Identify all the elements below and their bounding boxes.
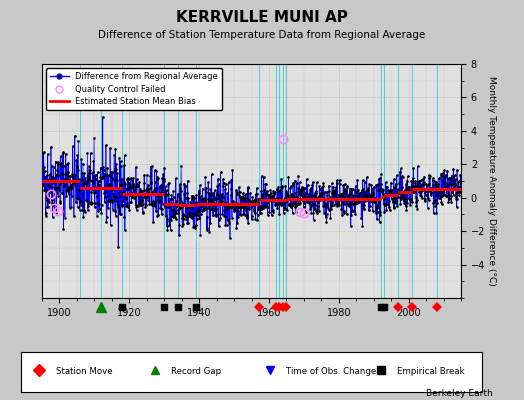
Y-axis label: Monthly Temperature Anomaly Difference (°C): Monthly Temperature Anomaly Difference (… [487, 76, 496, 286]
Text: KERRVILLE MUNI AP: KERRVILLE MUNI AP [176, 10, 348, 25]
Text: Record Gap: Record Gap [171, 367, 221, 376]
Text: Difference of Station Temperature Data from Regional Average: Difference of Station Temperature Data f… [99, 30, 425, 40]
Legend: Difference from Regional Average, Quality Control Failed, Estimated Station Mean: Difference from Regional Average, Qualit… [46, 68, 222, 110]
Text: Berkeley Earth: Berkeley Earth [426, 389, 493, 398]
Text: Empirical Break: Empirical Break [397, 367, 464, 376]
Text: Station Move: Station Move [56, 367, 112, 376]
Text: Time of Obs. Change: Time of Obs. Change [286, 367, 376, 376]
